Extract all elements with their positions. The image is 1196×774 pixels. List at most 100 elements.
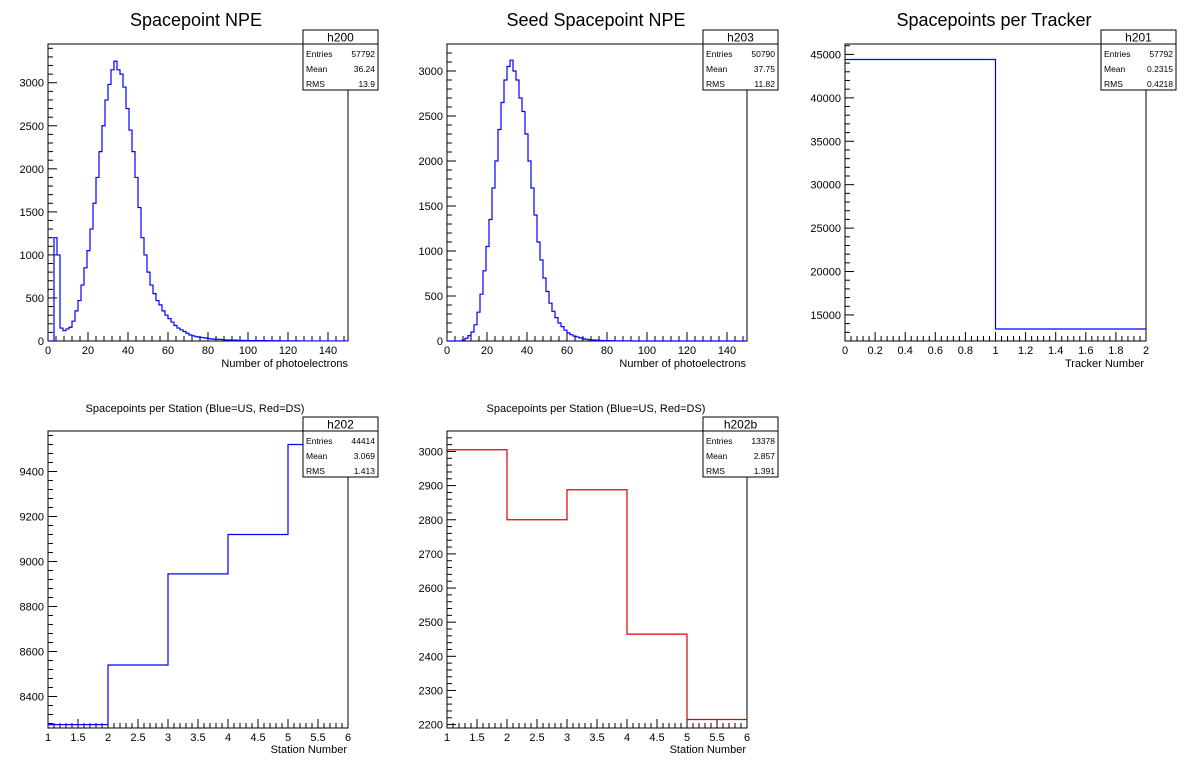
- stats-box: h201 Entries 57792 Mean 0.2315 RMS 0.4218: [1100, 29, 1177, 91]
- x-tick-label: 6: [744, 732, 750, 744]
- stats-rms-label: RMS: [706, 79, 725, 89]
- y-tick-label: 2500: [419, 617, 443, 629]
- stats-rms-value: 0.4218: [1147, 79, 1173, 89]
- x-tick-label: 6: [345, 732, 351, 744]
- histogram-series: [48, 443, 348, 726]
- x-tick-label: 0.6: [928, 345, 943, 357]
- y-tick-label: 2900: [419, 481, 443, 493]
- y-tick-label: 1000: [20, 250, 44, 262]
- y-tick-label: 2500: [20, 121, 44, 133]
- y-tick-label: 0: [437, 336, 443, 348]
- y-tick-label: 2200: [419, 720, 443, 732]
- chart-title: Spacepoints per Station (Blue=US, Red=DS…: [86, 403, 305, 415]
- x-tick-label: 1.4: [1048, 345, 1063, 357]
- stats-mean-value: 0.2315: [1147, 64, 1173, 74]
- stats-histogram-name: h201: [1125, 31, 1152, 45]
- stats-entries-label: Entries: [706, 436, 732, 446]
- x-tick-label: 5: [285, 732, 291, 744]
- y-tick-label: 8600: [20, 647, 44, 659]
- x-tick-label: 2: [1143, 345, 1149, 357]
- x-axis-label: Station Number: [670, 744, 747, 756]
- x-tick-label: 0.8: [958, 345, 973, 357]
- stats-rms-value: 11.82: [754, 79, 775, 89]
- x-tick-label: 20: [481, 345, 493, 357]
- stats-mean-value: 37.75: [754, 64, 776, 74]
- x-tick-label: 5.5: [310, 732, 325, 744]
- y-tick-label: 8800: [20, 602, 44, 614]
- x-tick-label: 5: [684, 732, 690, 744]
- x-tick-label: 3.5: [589, 732, 604, 744]
- stats-mean-value: 36.24: [354, 64, 376, 74]
- stats-mean-label: Mean: [306, 64, 328, 74]
- histogram-series: [48, 60, 348, 342]
- y-tick-label: 25000: [810, 223, 841, 235]
- x-tick-label: 1.2: [1018, 345, 1033, 357]
- stats-mean-value: 2.857: [754, 451, 776, 461]
- y-tick-label: 3000: [419, 446, 443, 458]
- x-tick-label: 1: [992, 345, 998, 357]
- stats-rms-value: 13.9: [358, 79, 375, 89]
- x-tick-label: 40: [521, 345, 533, 357]
- x-tick-label: 0.4: [898, 345, 913, 357]
- stats-entries-label: Entries: [1104, 49, 1130, 59]
- chart-title: Seed Spacepoint NPE: [506, 10, 685, 30]
- stats-entries-value: 57792: [351, 49, 375, 59]
- y-tick-label: 500: [26, 293, 44, 305]
- x-tick-label: 120: [678, 345, 696, 357]
- x-tick-label: 3.5: [190, 732, 205, 744]
- x-tick-label: 1: [444, 732, 450, 744]
- x-tick-label: 5.5: [709, 732, 724, 744]
- x-axis-label: Number of photoelectrons: [619, 358, 746, 370]
- x-tick-label: 60: [162, 345, 174, 357]
- pad-spacepoints-per-tracker: Spacepoints per Tracker Tracker Number 0 0.…: [810, 10, 1177, 370]
- y-tick-label: 15000: [810, 310, 841, 322]
- y-tick-label: 45000: [810, 49, 841, 61]
- x-tick-label: 0.2: [867, 345, 882, 357]
- plot-frame: [446, 430, 748, 729]
- y-tick-label: 1000: [419, 246, 443, 258]
- x-tick-label: 120: [279, 345, 297, 357]
- pad-spacepoint-npe: Spacepoint NPE Number of photoelectrons 0 2…: [20, 10, 379, 370]
- x-tick-label: 80: [202, 345, 214, 357]
- y-tick-label: 1500: [20, 207, 44, 219]
- x-tick-label: 60: [561, 345, 573, 357]
- chart-title: Spacepoints per Station (Blue=US, Red=DS…: [487, 403, 706, 415]
- x-tick-label: 140: [718, 345, 736, 357]
- stats-box: h203 Entries 50790 Mean 37.75 RMS 11.82: [702, 29, 779, 91]
- x-tick-label: 0: [444, 345, 450, 357]
- x-tick-label: 1: [45, 732, 51, 744]
- x-axis-label: Number of photoelectrons: [221, 358, 348, 370]
- x-tick-label: 20: [82, 345, 94, 357]
- stats-box-frame: [702, 29, 779, 91]
- x-axis-label: Station Number: [271, 744, 348, 756]
- stats-mean-label: Mean: [1104, 64, 1126, 74]
- stats-entries-value: 57792: [1149, 49, 1173, 59]
- x-tick-label: 4.5: [250, 732, 265, 744]
- y-tick-label: 30000: [810, 180, 841, 192]
- stats-rms-value: 1.391: [754, 466, 776, 476]
- stats-box: h202 Entries 44414 Mean 3.069 RMS 1.413: [302, 416, 379, 478]
- x-axis-label: Tracker Number: [1065, 358, 1144, 370]
- plot-frame: [47, 43, 349, 342]
- y-tick-label: 2300: [419, 685, 443, 697]
- y-tick-label: 2600: [419, 583, 443, 595]
- x-tick-label: 100: [239, 345, 257, 357]
- stats-mean-label: Mean: [706, 451, 728, 461]
- stats-box-frame: [702, 416, 779, 478]
- stats-mean-value: 3.069: [354, 451, 376, 461]
- y-tick-label: 0: [38, 336, 44, 348]
- stats-entries-label: Entries: [706, 49, 732, 59]
- stats-entries-label: Entries: [306, 436, 332, 446]
- chart-title: Spacepoints per Tracker: [896, 10, 1091, 30]
- stats-mean-label: Mean: [706, 64, 728, 74]
- y-tick-label: 2000: [419, 156, 443, 168]
- x-tick-label: 1.5: [469, 732, 484, 744]
- x-tick-label: 2: [105, 732, 111, 744]
- x-tick-label: 4: [624, 732, 630, 744]
- x-tick-label: 1.8: [1108, 345, 1123, 357]
- x-tick-label: 2: [504, 732, 510, 744]
- x-tick-label: 4.5: [649, 732, 664, 744]
- y-tick-label: 40000: [810, 93, 841, 105]
- x-tick-label: 140: [319, 345, 337, 357]
